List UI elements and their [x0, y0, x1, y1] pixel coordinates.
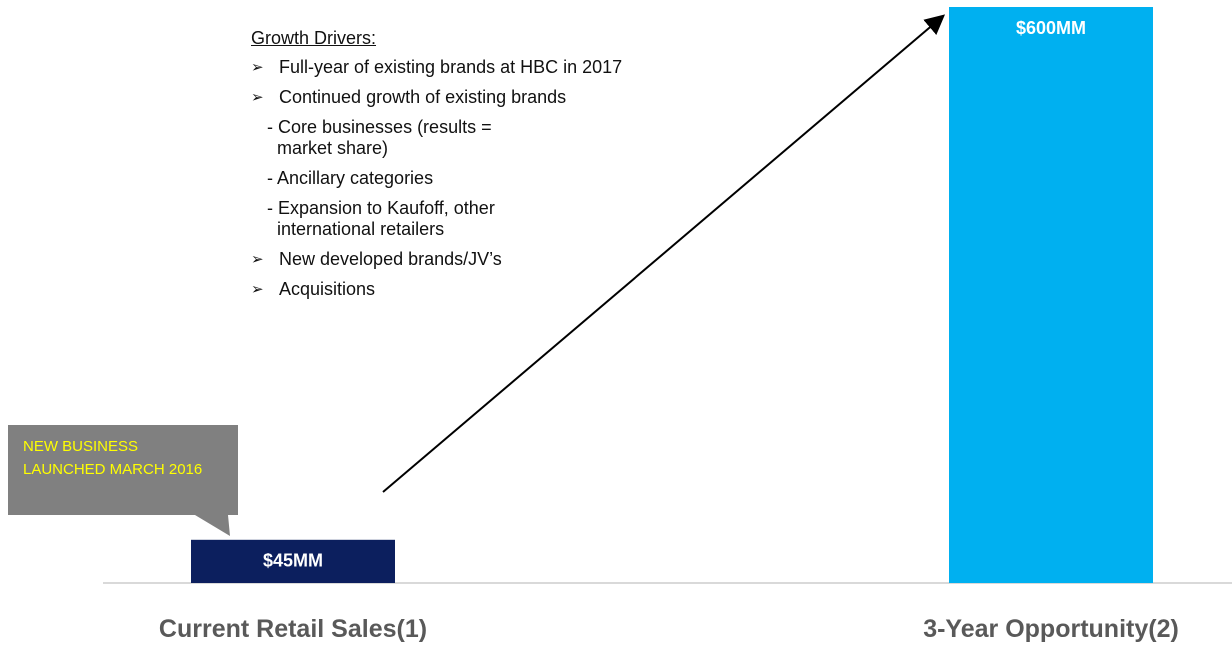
- driver-item: New developed brands/JV’s: [251, 249, 622, 270]
- growth-drivers: Growth Drivers: Full-year of existing br…: [251, 28, 622, 309]
- value-label: $45MM: [263, 551, 323, 571]
- bar: [191, 539, 395, 583]
- drivers-title: Growth Drivers:: [251, 28, 377, 48]
- category-label: 3-Year Opportunity(2): [923, 615, 1179, 643]
- callout-box: [8, 425, 238, 536]
- callout-text: NEW BUSINESS LAUNCHED MARCH 2016: [23, 438, 203, 478]
- category-label: Current Retail Sales(1): [159, 615, 427, 643]
- driver-sub-item: - Ancillary categories: [267, 168, 434, 188]
- driver-item: Acquisitions: [251, 279, 622, 300]
- bar: [949, 7, 1153, 583]
- driver-item: Continued growth of existing brands: [251, 87, 622, 108]
- growth-arrow: [382, 14, 946, 493]
- driver-sub-item: - Core businesses (results = market shar…: [267, 117, 492, 158]
- driver-item: Full-year of existing brands at HBC in 2…: [251, 57, 622, 78]
- driver-sub-item: - Expansion to Kaufoff, other internatio…: [267, 198, 495, 239]
- value-label: $600MM: [1016, 18, 1086, 38]
